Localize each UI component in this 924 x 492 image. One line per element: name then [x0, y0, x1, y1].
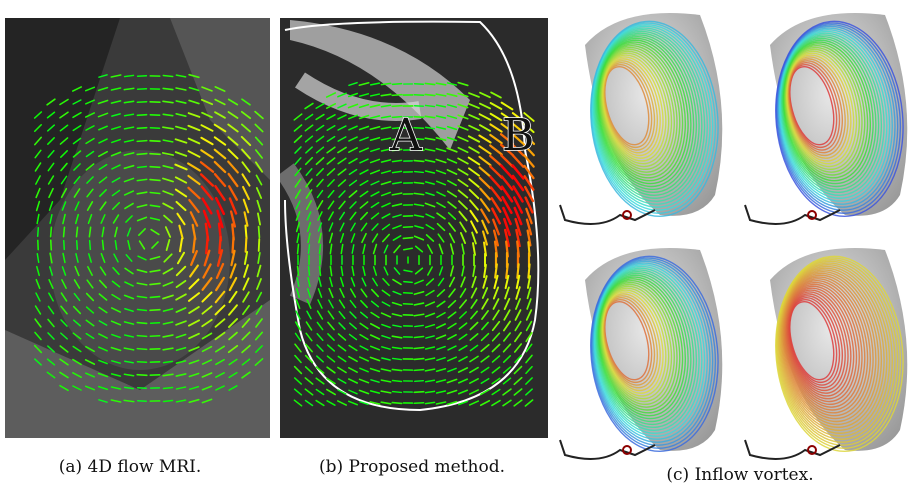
flow-arrow — [404, 293, 413, 294]
flow-arrow — [150, 141, 160, 142]
flow-arrow — [138, 167, 147, 168]
flow-arrow — [150, 192, 160, 193]
region-label: B — [502, 110, 534, 161]
flow-arrow — [246, 238, 247, 252]
flow-arrow — [404, 282, 412, 283]
flow-arrow — [137, 154, 147, 155]
flow-arrow — [392, 403, 401, 404]
catheter-icon — [745, 205, 840, 224]
flow-arrow — [64, 241, 65, 250]
flow-arrow — [103, 240, 104, 249]
flow-arrow — [415, 381, 424, 382]
flow-arrow — [150, 310, 160, 311]
flow-arrow — [137, 141, 147, 142]
flow-arrow — [425, 83, 434, 84]
flow-arrow — [298, 244, 299, 253]
flow-arrow — [259, 227, 260, 238]
flow-arrow — [392, 84, 401, 85]
flow-arrow — [414, 348, 423, 349]
flow-arrow — [298, 266, 299, 275]
flow-arrow — [259, 239, 260, 251]
flow-arrow — [150, 154, 160, 155]
panel-b-image: A B — [280, 18, 548, 438]
flow-arrow — [150, 167, 160, 168]
caption: (c) Inflow vortex. — [666, 465, 813, 485]
flow-arrow — [392, 95, 402, 96]
flow-arrow — [393, 381, 402, 382]
flow-arrow — [414, 359, 423, 360]
flow-arrow — [137, 336, 146, 337]
flow-arrow — [393, 392, 402, 393]
flow-arrow — [137, 349, 146, 350]
flow-arrow — [77, 241, 78, 250]
flow-arrow — [137, 115, 146, 116]
flow-arrow — [403, 227, 412, 228]
flow-arrow — [414, 336, 423, 337]
flow-arrow — [392, 106, 401, 107]
flow-arrow — [150, 283, 160, 284]
flow-arrow — [415, 172, 424, 173]
flow-arrow — [164, 401, 173, 402]
flow-arrow — [137, 375, 147, 376]
flow-arrow — [138, 309, 147, 310]
flow-arrow — [137, 323, 146, 324]
flow-arrow — [150, 297, 159, 298]
flow-arrow — [38, 228, 39, 237]
flow-arrow — [137, 362, 146, 363]
page: A B (a) 4D flow MRI. (b) Proposed method… — [0, 0, 924, 492]
flow-arrow — [309, 245, 310, 253]
flow-arrow — [150, 180, 160, 181]
flow-arrow — [51, 227, 52, 236]
flow-arrow — [76, 227, 77, 237]
flow-arrow — [64, 227, 65, 236]
caption: (a) 4D flow MRI. — [59, 457, 202, 477]
flow-arrow — [219, 237, 220, 253]
flow-arrow — [414, 392, 423, 393]
flow-arrow — [233, 238, 234, 253]
catheter-icon — [745, 440, 840, 459]
flow-arrow — [163, 88, 173, 89]
flow-arrow — [309, 267, 310, 276]
flow-arrow — [137, 102, 146, 103]
flow-arrow — [163, 75, 172, 76]
flow-arrow — [206, 237, 207, 253]
flow-arrow — [414, 370, 423, 371]
flow-arrow — [414, 182, 423, 183]
flow-arrow — [414, 403, 423, 404]
catheter-icon — [560, 440, 655, 459]
caption: (b) Proposed method. — [319, 457, 505, 477]
flow-arrow — [319, 245, 320, 254]
flow-arrow — [415, 106, 424, 107]
flow-arrow — [245, 226, 246, 239]
flow-arrow — [151, 323, 160, 324]
flow-arrow — [392, 369, 401, 370]
panel-c-image — [560, 13, 912, 459]
flow-arrow — [137, 128, 146, 129]
flow-arrow — [90, 241, 91, 250]
flow-arrow — [403, 238, 412, 239]
figure: A B (a) 4D flow MRI. (b) Proposed method… — [0, 0, 924, 492]
catheter-icon — [560, 205, 655, 224]
panel-a-image — [5, 18, 270, 438]
region-label: A — [389, 110, 423, 161]
